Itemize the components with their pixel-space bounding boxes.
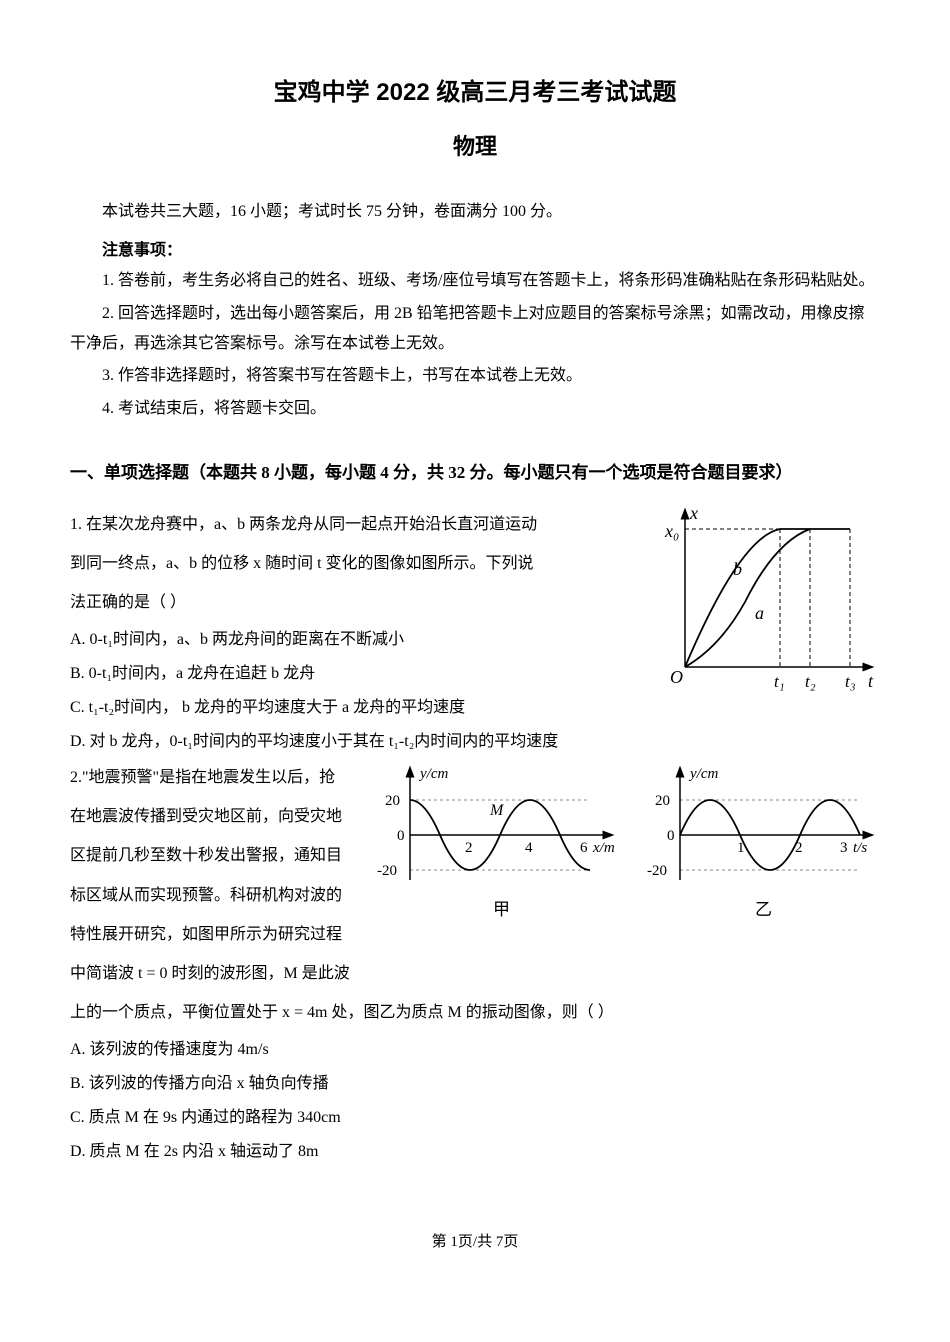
q1-origin-label: O: [670, 667, 683, 687]
q1-t3-label: t₃: [845, 672, 856, 691]
q1-t-label: t: [868, 671, 874, 691]
exam-intro: 本试卷共三大题，16 小题；考试时长 75 分钟，卷面满分 100 分。: [70, 197, 880, 227]
q1-graph: x x₀ b a O t₁ t₂ t₃ t: [660, 507, 880, 708]
notice-item-4: 4. 考试结束后，将答题卡交回。: [70, 394, 880, 424]
svg-text:20: 20: [655, 793, 670, 809]
svg-text:-20: -20: [647, 863, 667, 879]
q2-option-b: B. 该列波的传播方向沿 x 轴负向传播: [70, 1068, 880, 1100]
svg-text:4: 4: [525, 840, 533, 856]
question-1: 1. 在某次龙舟赛中，a、b 两条龙舟从同一起点开始沿长直河道运动 到同一终点，…: [70, 507, 880, 691]
q1-y-label: x: [689, 507, 698, 523]
q1-curve-b-label: b: [733, 559, 742, 579]
q1-stem-line1: 1. 在某次龙舟赛中，a、b 两条龙舟从同一起点开始沿长直河道运动: [70, 507, 590, 542]
q2-option-c: C. 质点 M 在 9s 内通过的路程为 340cm: [70, 1102, 880, 1134]
q1-x0-label: x₀: [664, 521, 679, 541]
q2-option-a: A. 该列波的传播速度为 4m/s: [70, 1034, 880, 1066]
exam-title: 宝鸡中学 2022 级高三月考三考试试题: [70, 70, 880, 116]
question-2: 2."地震预警"是指在地震发生以后，抢 在地震波传播到受灾地区前，向受灾地 区提…: [70, 760, 880, 991]
notice-label: 注意事项：: [70, 236, 880, 266]
q2-stem-l5: 特性展开研究，如图甲所示为研究过程: [70, 917, 360, 952]
page-footer: 第 1页/共 7页: [70, 1228, 880, 1257]
svg-text:甲: 甲: [493, 900, 510, 919]
q2-graphs: M y/cm 20 0 -20 2 4 6 x/m 甲: [375, 760, 880, 936]
q1-curve-a-label: a: [755, 603, 764, 623]
svg-text:乙: 乙: [755, 900, 772, 919]
q1-stem-line3: 法正确的是（ ）: [70, 585, 590, 620]
notice-item-1: 1. 答卷前，考生务必将自己的姓名、班级、考场/座位号填写在答题卡上，将条形码准…: [70, 266, 880, 296]
svg-text:2: 2: [795, 840, 803, 856]
q2-stem-full: 上的一个质点，平衡位置处于 x = 4m 处，图乙为质点 M 的振动图像，则（ …: [70, 995, 880, 1030]
notice-item-2: 2. 回答选择题时，选出每小题答案后，用 2B 铅笔把答题卡上对应题目的答案标号…: [70, 299, 880, 360]
q1-t2-label: t₂: [805, 672, 816, 691]
q2-option-d: D. 质点 M 在 2s 内沿 x 轴运动了 8m: [70, 1136, 880, 1168]
notice-item-3: 3. 作答非选择题时，将答案书写在答题卡上，书写在本试卷上无效。: [70, 361, 880, 391]
q2-stem-l2: 在地震波传播到受灾地区前，向受灾地: [70, 799, 360, 834]
q2-stem-l1: 2."地震预警"是指在地震发生以后，抢: [70, 760, 360, 795]
q2-graph-yi: y/cm 20 0 -20 1 2 3 t/s 乙: [645, 760, 880, 936]
q1-xt-graph: x x₀ b a O t₁ t₂ t₃ t: [660, 507, 880, 697]
svg-text:0: 0: [667, 828, 675, 844]
svg-text:t/s: t/s: [853, 840, 867, 856]
svg-text:M: M: [489, 802, 505, 819]
svg-text:3: 3: [840, 840, 848, 856]
q1-option-b: B. 0-t₁时间内，a 龙舟在追赶 b 龙舟: [70, 658, 590, 690]
svg-text:0: 0: [397, 828, 405, 844]
svg-text:2: 2: [465, 840, 473, 856]
q1-t1-label: t₁: [774, 672, 785, 691]
q2-graph-jia: M y/cm 20 0 -20 2 4 6 x/m 甲: [375, 760, 625, 936]
svg-text:-20: -20: [377, 863, 397, 879]
q2-stem-l3: 区提前几秒至数十秒发出警报，通知目: [70, 838, 360, 873]
q1-option-d: D. 对 b 龙舟，0-t₁时间内的平均速度小于其在 t₁-t₂内时间内的平均速…: [70, 726, 880, 758]
q1-stem-line2: 到同一终点，a、b 的位移 x 随时间 t 变化的图像如图所示。下列说: [70, 546, 590, 581]
svg-text:1: 1: [737, 840, 745, 856]
svg-text:y/cm: y/cm: [688, 766, 718, 782]
exam-subject: 物理: [70, 126, 880, 168]
q2-stem-l4: 标区域从而实现预警。科研机构对波的: [70, 878, 360, 913]
section-1-title: 一、单项选择题（本题共 8 小题，每小题 4 分，共 32 分。每小题只有一个选…: [70, 454, 880, 491]
svg-text:y/cm: y/cm: [418, 766, 448, 782]
svg-text:x/m: x/m: [592, 840, 615, 856]
svg-text:6: 6: [580, 840, 588, 856]
q2-stem-l6: 中简谐波 t = 0 时刻的波形图，M 是此波: [70, 956, 360, 991]
svg-text:20: 20: [385, 793, 400, 809]
q1-option-a: A. 0-t₁时间内，a、b 两龙舟间的距离在不断减小: [70, 624, 590, 656]
